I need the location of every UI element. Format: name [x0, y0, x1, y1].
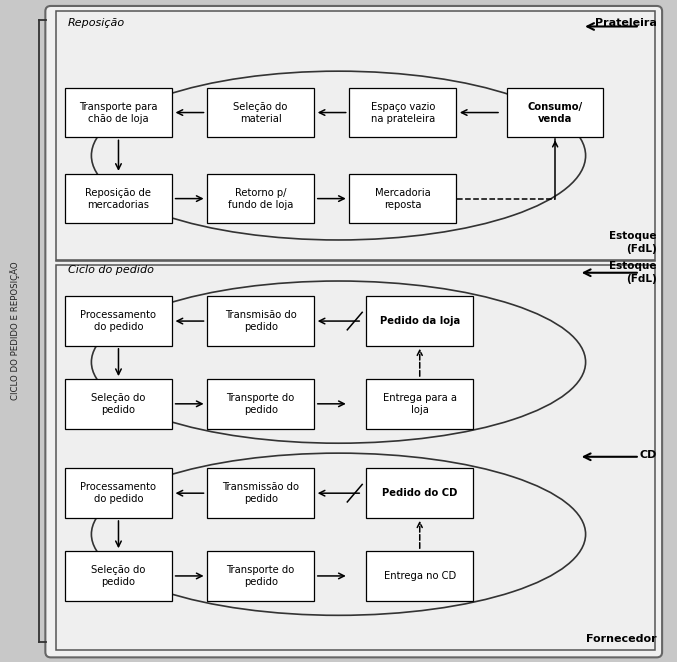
- Text: Consumo/
venda: Consumo/ venda: [527, 101, 583, 124]
- Text: Fornecedor: Fornecedor: [586, 634, 657, 644]
- Text: Pedido do CD: Pedido do CD: [382, 488, 458, 498]
- Text: CD: CD: [639, 449, 657, 460]
- FancyBboxPatch shape: [65, 297, 172, 346]
- Text: Ciclo do pedido: Ciclo do pedido: [68, 265, 154, 275]
- Text: Espaço vazio
na prateleira: Espaço vazio na prateleira: [370, 101, 435, 124]
- Text: Estoque: Estoque: [609, 231, 657, 242]
- FancyBboxPatch shape: [65, 379, 172, 429]
- Text: CICLO DO PEDIDO E REPOSIÇÃO: CICLO DO PEDIDO E REPOSIÇÃO: [10, 261, 20, 401]
- Text: Reposição de
mercadorias: Reposição de mercadorias: [85, 187, 152, 210]
- Text: Entrega no CD: Entrega no CD: [384, 571, 456, 581]
- Text: Processamento
do pedido: Processamento do pedido: [81, 482, 156, 504]
- Text: Reposição: Reposição: [68, 18, 125, 28]
- Text: Prateleira: Prateleira: [595, 18, 657, 28]
- Text: Transmisão do
pedido: Transmisão do pedido: [225, 310, 297, 332]
- FancyBboxPatch shape: [349, 88, 456, 138]
- FancyBboxPatch shape: [207, 174, 314, 224]
- FancyBboxPatch shape: [45, 6, 662, 657]
- Text: Transporte do
pedido: Transporte do pedido: [227, 393, 294, 415]
- Text: Processamento
do pedido: Processamento do pedido: [81, 310, 156, 332]
- FancyBboxPatch shape: [366, 469, 473, 518]
- FancyBboxPatch shape: [366, 551, 473, 601]
- FancyBboxPatch shape: [507, 88, 603, 138]
- FancyBboxPatch shape: [56, 11, 655, 260]
- FancyBboxPatch shape: [207, 469, 314, 518]
- Text: Mercadoria
reposta: Mercadoria reposta: [375, 187, 431, 210]
- FancyBboxPatch shape: [366, 379, 473, 429]
- FancyBboxPatch shape: [207, 297, 314, 346]
- Text: Transporte do
pedido: Transporte do pedido: [227, 565, 294, 587]
- FancyBboxPatch shape: [56, 265, 655, 650]
- Text: Transmissão do
pedido: Transmissão do pedido: [222, 482, 299, 504]
- Text: (FdL): (FdL): [626, 244, 657, 254]
- Text: (FdL): (FdL): [626, 273, 657, 284]
- Text: Entrega para a
loja: Entrega para a loja: [383, 393, 457, 415]
- Text: Transporte para
chão de loja: Transporte para chão de loja: [79, 101, 158, 124]
- Text: Seleção do
pedido: Seleção do pedido: [91, 393, 146, 415]
- FancyBboxPatch shape: [65, 469, 172, 518]
- FancyBboxPatch shape: [65, 88, 172, 138]
- Text: Seleção do
pedido: Seleção do pedido: [91, 565, 146, 587]
- FancyBboxPatch shape: [366, 297, 473, 346]
- FancyBboxPatch shape: [207, 551, 314, 601]
- Text: Pedido da loja: Pedido da loja: [380, 316, 460, 326]
- Text: Estoque: Estoque: [609, 261, 657, 271]
- Text: Seleção do
material: Seleção do material: [234, 101, 288, 124]
- Text: Retorno p/
fundo de loja: Retorno p/ fundo de loja: [228, 187, 293, 210]
- FancyBboxPatch shape: [207, 88, 314, 138]
- FancyBboxPatch shape: [65, 551, 172, 601]
- FancyBboxPatch shape: [207, 379, 314, 429]
- FancyBboxPatch shape: [349, 174, 456, 224]
- FancyBboxPatch shape: [65, 174, 172, 224]
